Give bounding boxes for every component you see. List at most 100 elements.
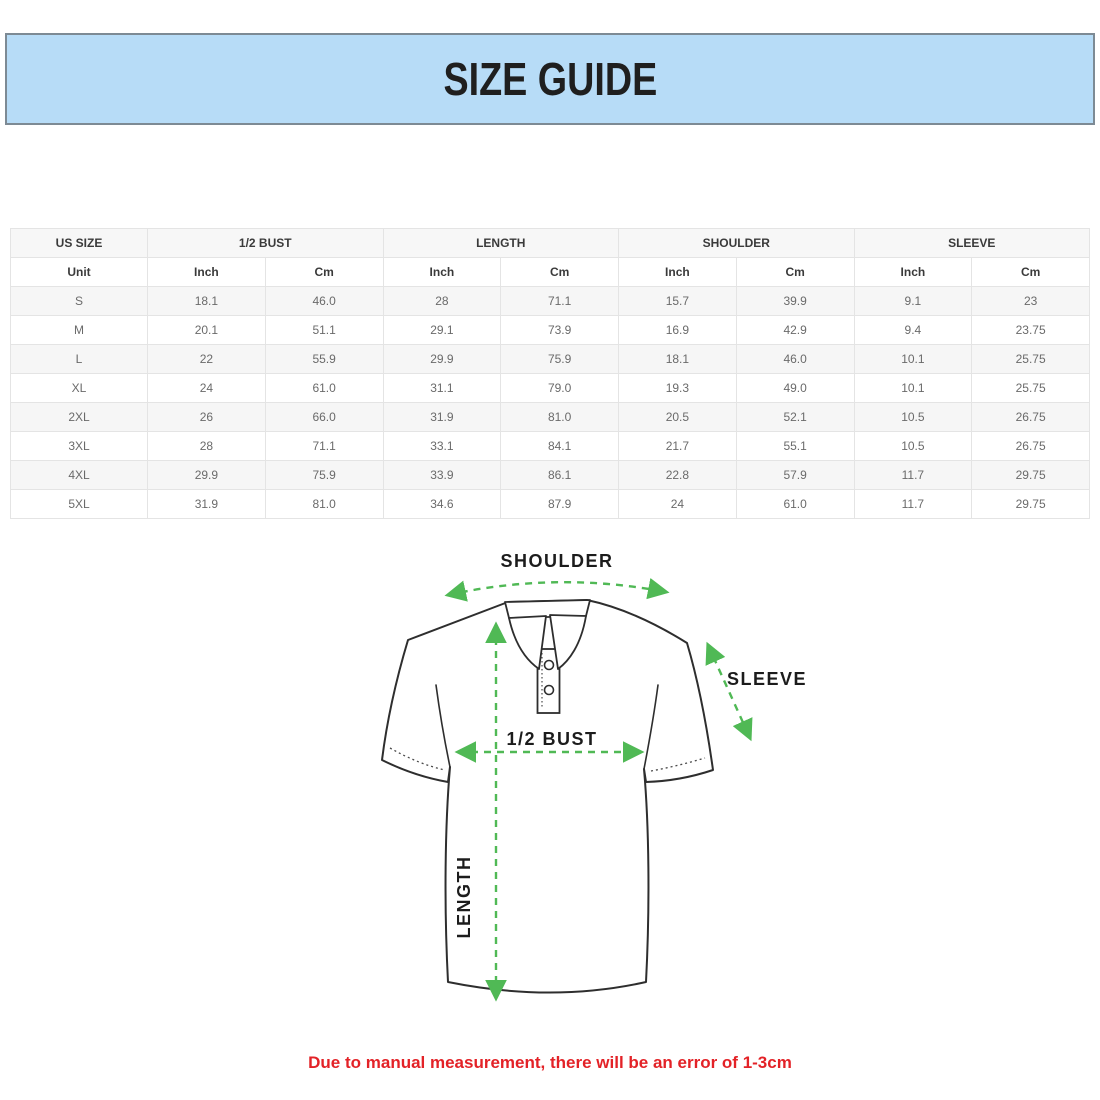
sleeve-label: SLEEVE — [727, 669, 807, 689]
measurement-cell: 16.9 — [618, 315, 737, 345]
size-cell: L — [10, 344, 148, 374]
table-row: 2XL 26 66.0 31.9 81.0 20.5 52.1 10.5 26.75 — [10, 402, 1090, 432]
measurement-cell: 28 — [382, 286, 502, 316]
measurement-cell: 26 — [147, 402, 266, 432]
measurement-cell: 87.9 — [500, 489, 619, 519]
column-group-header: 1/2 BUST — [147, 228, 384, 258]
table-row: L 22 55.9 29.9 75.9 18.1 46.0 10.1 25.75 — [10, 344, 1090, 374]
size-cell: 2XL — [10, 402, 148, 432]
size-table: US SIZE 1/2 BUST LENGTH SHOULDER SLEEVE Unit… — [10, 228, 1090, 519]
measurement-cell: 75.9 — [264, 460, 384, 490]
measurement-cell: 84.1 — [500, 431, 619, 461]
measurement-cell: 86.1 — [500, 460, 619, 490]
measurement-cell: 24 — [147, 373, 266, 403]
measurement-cell: 81.0 — [264, 489, 384, 519]
measurement-cell: 23 — [971, 286, 1090, 316]
unit-header-cell: Inch — [147, 257, 266, 287]
measurement-cell: 19.3 — [618, 373, 737, 403]
table-row: S 18.1 46.0 28 71.1 15.7 39.9 9.1 23 — [10, 286, 1090, 316]
table-group-row: US SIZE 1/2 BUST LENGTH SHOULDER SLEEVE — [10, 228, 1090, 258]
measurement-cell: 26.75 — [971, 431, 1090, 461]
measurement-cell: 28 — [147, 431, 266, 461]
measurement-cell: 46.0 — [735, 344, 855, 374]
measurement-cell: 25.75 — [971, 344, 1090, 374]
size-cell: 4XL — [10, 460, 148, 490]
measurement-cell: 20.5 — [618, 402, 737, 432]
unit-header-cell: Inch — [618, 257, 737, 287]
polo-shirt-illustration: SHOULDER SLEEVE 1/2 BUST LENGTH — [381, 551, 807, 1002]
shirt-outline — [381, 599, 714, 994]
size-cell: M — [10, 315, 148, 345]
measurement-cell: 55.1 — [735, 431, 855, 461]
length-label: LENGTH — [454, 856, 474, 939]
size-cell: 5XL — [10, 489, 148, 519]
placket — [536, 648, 561, 714]
measurement-cell: 42.9 — [735, 315, 855, 345]
column-group-header: US SIZE — [10, 228, 148, 258]
measurement-cell: 25.75 — [971, 373, 1090, 403]
measurement-diagram: SHOULDER SLEEVE 1/2 BUST LENGTH — [0, 545, 1100, 1045]
unit-header-cell: Cm — [500, 257, 619, 287]
table-row: 5XL 31.9 81.0 34.6 87.9 24 61.0 11.7 29.75 — [10, 489, 1090, 519]
bust-label: 1/2 BUST — [506, 729, 597, 749]
measurement-cell: 79.0 — [500, 373, 619, 403]
measurement-cell: 31.1 — [382, 373, 502, 403]
table-row: M 20.1 51.1 29.1 73.9 16.9 42.9 9.4 23.75 — [10, 315, 1090, 345]
measurement-cell: 81.0 — [500, 402, 619, 432]
unit-header-cell: Cm — [971, 257, 1090, 287]
button-icon — [543, 659, 555, 671]
measurement-cell: 71.1 — [264, 431, 384, 461]
column-group-header: LENGTH — [382, 228, 619, 258]
measurement-cell: 71.1 — [500, 286, 619, 316]
measurement-cell: 46.0 — [264, 286, 384, 316]
measurement-arrows — [444, 577, 753, 1002]
measurement-cell: 18.1 — [147, 286, 266, 316]
button-icon — [543, 684, 555, 696]
column-group-header: SHOULDER — [618, 228, 855, 258]
size-cell: 3XL — [10, 431, 148, 461]
measurement-cell: 21.7 — [618, 431, 737, 461]
shoulder-label: SHOULDER — [500, 551, 613, 571]
measurement-cell: 31.9 — [147, 489, 266, 519]
table-row: XL 24 61.0 31.1 79.0 19.3 49.0 10.1 25.75 — [10, 373, 1090, 403]
unit-header-cell: Cm — [735, 257, 855, 287]
measurement-cell: 20.1 — [147, 315, 266, 345]
measurement-cell: 49.0 — [735, 373, 855, 403]
measurement-cell: 34.6 — [382, 489, 502, 519]
measurement-cell: 73.9 — [500, 315, 619, 345]
unit-header-cell: Unit — [10, 257, 148, 287]
size-cell: S — [10, 286, 148, 316]
measurement-cell: 61.0 — [735, 489, 855, 519]
unit-header-cell: Cm — [264, 257, 384, 287]
measurement-cell: 29.9 — [147, 460, 266, 490]
collar — [504, 599, 591, 670]
column-group-header: SLEEVE — [853, 228, 1090, 258]
measurement-cell: 10.5 — [853, 431, 973, 461]
size-guide-banner: SIZE GUIDE — [5, 33, 1095, 125]
measurement-cell: 15.7 — [618, 286, 737, 316]
cuff-stitch-lines — [389, 747, 706, 772]
measurement-cell: 29.9 — [382, 344, 502, 374]
measurement-cell: 39.9 — [735, 286, 855, 316]
unit-header-cell: Inch — [382, 257, 502, 287]
unit-header-cell: Inch — [853, 257, 973, 287]
measurement-cell: 52.1 — [735, 402, 855, 432]
measurement-cell: 26.75 — [971, 402, 1090, 432]
table-row: 4XL 29.9 75.9 33.9 86.1 22.8 57.9 11.7 29.75 — [10, 460, 1090, 490]
measurement-cell: 22.8 — [618, 460, 737, 490]
measurement-cell: 22 — [147, 344, 266, 374]
measurement-cell: 29.1 — [382, 315, 502, 345]
measurement-cell: 10.1 — [853, 373, 973, 403]
shoulder-arrow-icon — [444, 577, 670, 602]
table-unit-row: Unit Inch Cm Inch Cm Inch Cm Inch Cm — [10, 257, 1090, 287]
measurement-cell: 29.75 — [971, 489, 1090, 519]
size-table-container: US SIZE 1/2 BUST LENGTH SHOULDER SLEEVE Unit… — [10, 228, 1090, 519]
measurement-cell: 10.1 — [853, 344, 973, 374]
measurement-cell: 23.75 — [971, 315, 1090, 345]
measurement-cell: 9.4 — [853, 315, 973, 345]
measurement-cell: 55.9 — [264, 344, 384, 374]
measurement-cell: 75.9 — [500, 344, 619, 374]
measurement-disclaimer: Due to manual measurement, there will be… — [308, 1053, 792, 1072]
sleeve-arrow-icon — [705, 641, 753, 742]
measurement-cell: 18.1 — [618, 344, 737, 374]
